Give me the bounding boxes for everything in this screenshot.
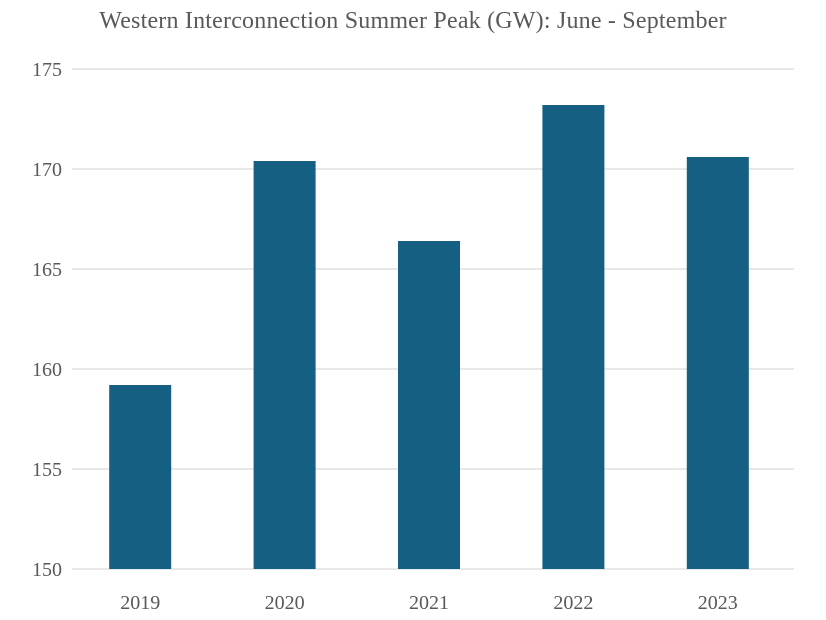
x-tick-label: 2020 [265, 592, 305, 614]
bar-2022 [542, 105, 605, 569]
x-tick-label: 2022 [553, 592, 593, 614]
x-tick-label: 2023 [698, 592, 738, 614]
bar-2020 [253, 161, 316, 569]
bars [109, 105, 749, 569]
y-tick-label: 170 [32, 159, 62, 181]
y-axis-ticks: 150 155 160 165 170 175 [32, 59, 62, 581]
y-tick-label: 155 [32, 459, 62, 481]
y-tick-label: 175 [32, 59, 62, 81]
chart-title: Western Interconnection Summer Peak (GW)… [99, 8, 727, 34]
y-tick-label: 160 [32, 359, 62, 381]
x-axis-ticks: 2019 2020 2021 2022 2023 [120, 592, 738, 614]
x-tick-label: 2021 [409, 592, 449, 614]
y-tick-label: 150 [32, 559, 62, 581]
bar-2021 [398, 241, 460, 569]
y-tick-label: 165 [32, 259, 62, 281]
x-tick-label: 2019 [120, 592, 160, 614]
bar-2019 [109, 385, 172, 569]
bar-2023 [686, 157, 749, 569]
